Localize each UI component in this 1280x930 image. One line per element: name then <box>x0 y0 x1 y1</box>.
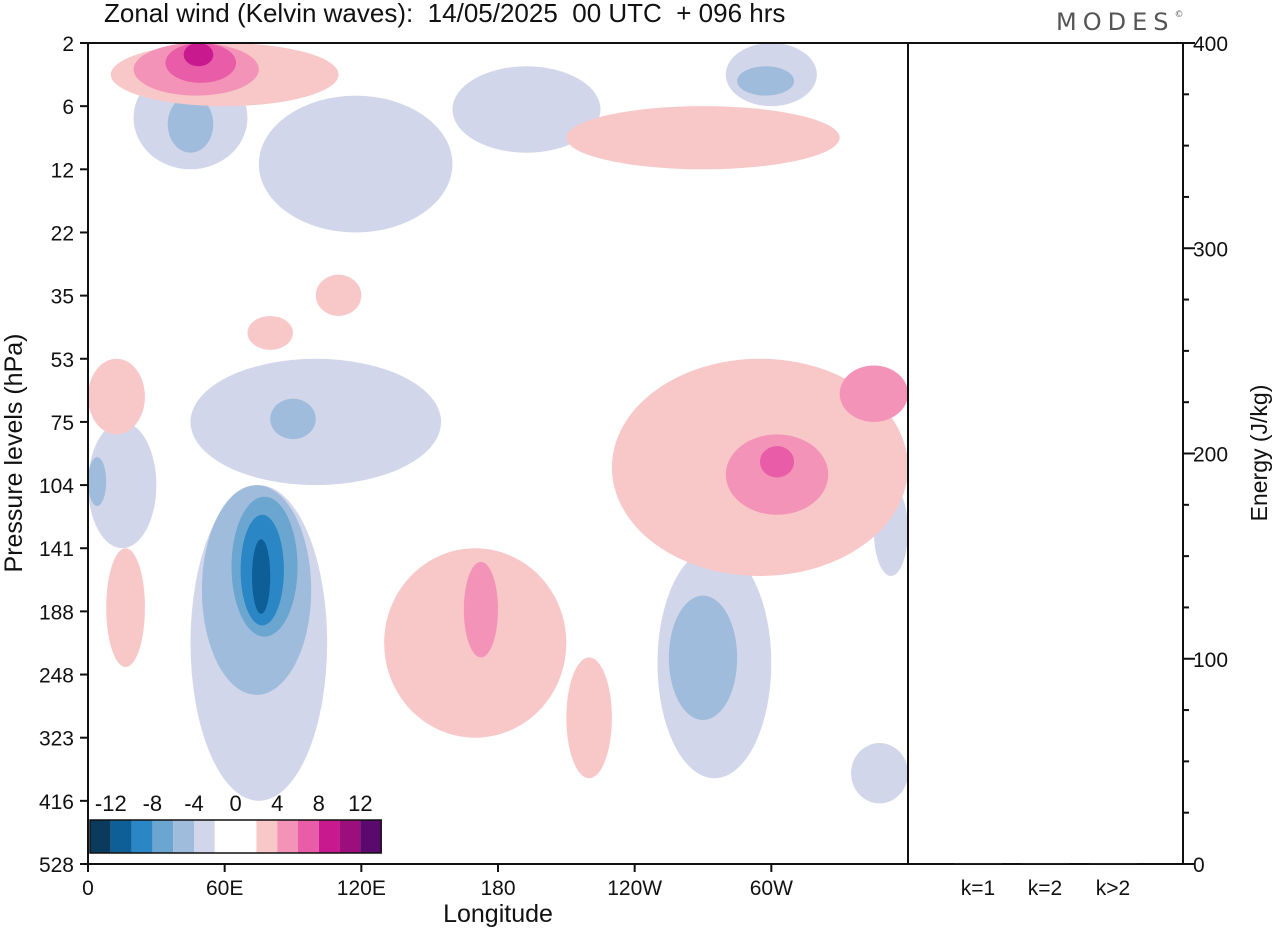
energy-tick-label: 200 <box>1193 444 1228 467</box>
x-tick-label: 0 <box>82 877 94 900</box>
brand-mark: © <box>1174 10 1184 20</box>
colorbar-swatch <box>110 820 132 853</box>
energy-axis-label: Energy (J/kg) <box>1246 385 1272 522</box>
colorbar-swatch <box>173 820 194 853</box>
contour-region-22 <box>183 43 214 67</box>
y-tick-label: 141 <box>39 538 74 561</box>
contour-region-6 <box>252 539 271 614</box>
colorbar-label: 0 <box>229 791 241 816</box>
x-tick-label: 180 <box>480 877 515 900</box>
contour-region-30 <box>759 446 795 478</box>
contour-region-1 <box>88 457 107 506</box>
contour-region-14 <box>668 595 738 721</box>
colorbar-swatch <box>318 820 340 853</box>
colorbar-swatch <box>235 820 257 853</box>
colorbar: -12 -8 -4 0 4 8 12 <box>89 791 382 854</box>
y-axis-label: Pressure levels (hPa) <box>0 334 28 573</box>
colorbar-frame <box>89 819 382 854</box>
colorbar-label: -12 <box>95 791 127 816</box>
colorbar-swatch <box>90 820 111 853</box>
contour-region-33 <box>315 274 362 316</box>
energy-tick-label: 100 <box>1193 649 1228 672</box>
contour-region-17 <box>851 743 908 804</box>
energy-bar-3 <box>1089 862 1137 865</box>
colorbar-swatch <box>277 820 298 853</box>
contour-region-24 <box>106 548 145 668</box>
colorbar-swatch <box>298 820 319 853</box>
y-tick-label: 22 <box>51 222 74 245</box>
y-tick-label: 248 <box>39 665 74 688</box>
colorbar-swatch <box>339 820 361 853</box>
y-tick-label: 528 <box>39 854 74 877</box>
energy-axis: 0 100 200 300 400 <box>1183 33 1228 877</box>
energy-category-label: k=2 <box>1028 877 1062 900</box>
energy-bar-1 <box>954 862 1002 865</box>
y-tick-label: 35 <box>51 286 74 309</box>
y-tick-label: 12 <box>51 159 74 182</box>
y-tick-label: 75 <box>51 412 74 435</box>
chart-title: Zonal wind (Kelvin waves): 14/05/2025 00… <box>104 0 786 28</box>
contour-region-11 <box>258 95 453 233</box>
colorbar-swatch <box>194 820 215 853</box>
y-tick-label: 416 <box>39 791 74 814</box>
colorbar-swatch <box>152 820 174 853</box>
y-tick-label: 53 <box>51 349 74 372</box>
energy-bar-2 <box>1021 862 1069 865</box>
energy-bars: k=1 k=2 k>2 <box>954 862 1137 900</box>
colorbar-label: -8 <box>143 791 163 816</box>
y-tick-label: 6 <box>62 96 74 119</box>
colorbar-label: 4 <box>271 791 283 816</box>
x-axis: 0 60E 120E 180 120W 60W <box>82 864 793 900</box>
contour-region-8 <box>270 398 316 440</box>
colorbar-swatch <box>360 820 382 853</box>
contour-region-23 <box>88 358 145 435</box>
x-tick-label: 120W <box>607 877 662 900</box>
contour-region-10 <box>167 95 214 153</box>
y-tick-label: 2 <box>62 33 74 56</box>
brand-logo: MODES© <box>1056 8 1183 36</box>
y-tick-label: 104 <box>39 475 74 498</box>
energy-frame <box>907 42 1184 865</box>
contour-region-26 <box>463 561 498 658</box>
contour-region-27 <box>566 657 612 779</box>
contour-region-34 <box>247 315 293 350</box>
contour-field <box>88 43 908 804</box>
contour-region-7 <box>190 358 442 486</box>
contour-region-31 <box>839 365 908 422</box>
colorbar-label: 12 <box>348 791 372 816</box>
contour-region-16 <box>737 66 795 96</box>
x-tick-label: 60W <box>750 877 793 900</box>
x-axis-label: Longitude <box>443 900 553 928</box>
colorbar-label: 8 <box>313 791 325 816</box>
energy-category-label: k>2 <box>1096 877 1130 900</box>
contour-region-32 <box>566 106 840 170</box>
brand-name: MODES <box>1056 8 1175 36</box>
energy-tick-label: 300 <box>1193 238 1228 261</box>
energy-tick-label: 0 <box>1193 854 1205 877</box>
colorbar-swatch <box>214 820 236 853</box>
colorbar-swatch <box>256 820 278 853</box>
x-tick-label: 60E <box>206 877 243 900</box>
y-tick-label: 323 <box>39 728 74 751</box>
contour-region-12 <box>452 66 601 153</box>
colorbar-swatch <box>131 820 153 853</box>
y-axis: 2 6 12 22 35 53 75 104 141 188 248 323 416 528 <box>39 33 88 877</box>
energy-tick-label: 400 <box>1193 33 1228 56</box>
energy-category-label: k=1 <box>961 877 995 900</box>
y-tick-label: 188 <box>39 601 74 624</box>
colorbar-label: -4 <box>184 791 204 816</box>
x-tick-label: 120E <box>337 877 386 900</box>
contour-region-0 <box>88 421 157 549</box>
